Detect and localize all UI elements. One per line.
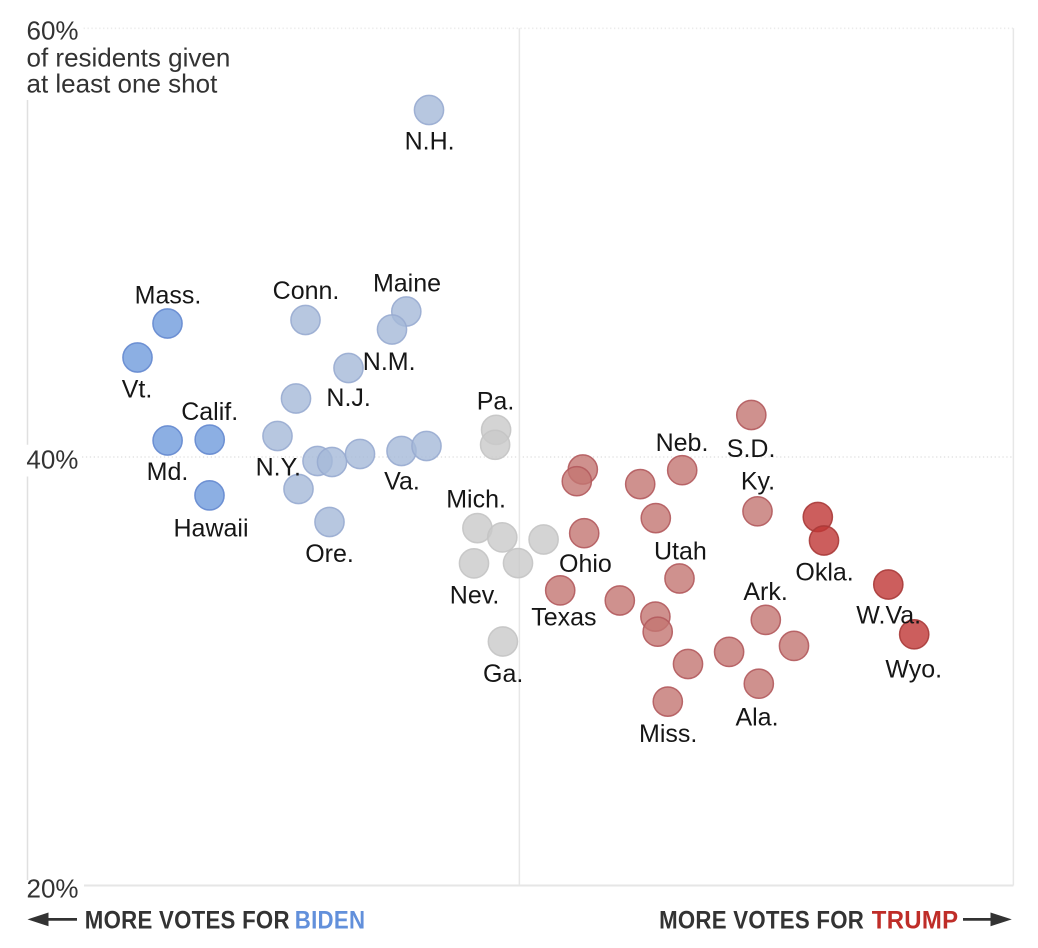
svg-text:60%: 60% — [27, 15, 79, 45]
svg-text:Va.: Va. — [384, 468, 420, 496]
svg-text:N.H.: N.H. — [405, 128, 455, 156]
svg-text:Neb.: Neb. — [656, 429, 709, 457]
svg-text:Maine: Maine — [373, 270, 441, 298]
svg-text:N.M.: N.M. — [363, 348, 416, 376]
svg-text:Hawaii: Hawaii — [173, 515, 248, 543]
svg-text:Ky.: Ky. — [741, 468, 775, 496]
svg-text:Conn.: Conn. — [273, 277, 340, 305]
svg-text:at least one shot: at least one shot — [27, 69, 219, 99]
svg-text:Ore.: Ore. — [305, 540, 354, 568]
svg-text:Texas: Texas — [531, 604, 596, 632]
svg-text:BIDEN: BIDEN — [295, 906, 366, 934]
svg-text:Wyo.: Wyo. — [885, 656, 942, 684]
svg-text:Nev.: Nev. — [450, 582, 500, 610]
svg-text:S.D.: S.D. — [727, 435, 776, 463]
svg-text:Mass.: Mass. — [135, 282, 202, 310]
svg-text:Ala.: Ala. — [735, 703, 778, 731]
svg-text:Miss.: Miss. — [639, 720, 697, 748]
svg-text:W.Va.: W.Va. — [856, 602, 921, 630]
svg-text:Utah: Utah — [654, 537, 707, 565]
svg-text:40%: 40% — [26, 445, 78, 475]
svg-text:Ohio: Ohio — [559, 550, 612, 578]
svg-text:Calif.: Calif. — [181, 398, 238, 426]
svg-text:Ga.: Ga. — [483, 660, 523, 688]
svg-text:Vt.: Vt. — [122, 376, 153, 404]
svg-text:N.Y.: N.Y. — [256, 453, 301, 481]
svg-text:N.J.: N.J. — [326, 384, 370, 412]
svg-text:MORE VOTES FOR: MORE VOTES FOR — [659, 906, 864, 934]
svg-text:of residents given: of residents given — [27, 43, 231, 73]
svg-text:TRUMP: TRUMP — [872, 906, 959, 934]
svg-text:20%: 20% — [27, 874, 79, 904]
svg-text:Okla.: Okla. — [795, 558, 853, 586]
svg-text:Pa.: Pa. — [477, 388, 515, 416]
svg-text:Ark.: Ark. — [743, 578, 787, 606]
svg-text:MORE VOTES FOR: MORE VOTES FOR — [85, 906, 290, 934]
svg-text:Md.: Md. — [147, 458, 189, 486]
svg-text:Mich.: Mich. — [446, 486, 506, 514]
